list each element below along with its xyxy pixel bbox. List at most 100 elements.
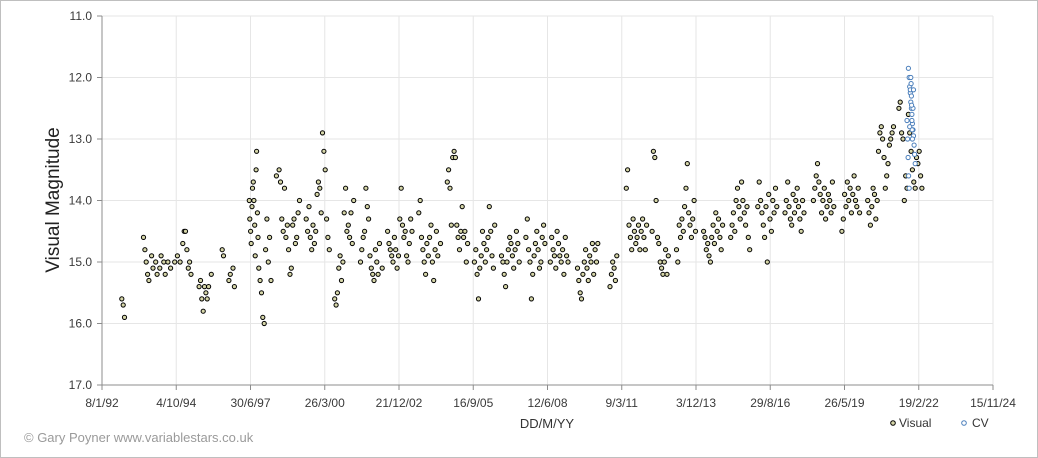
visual-point	[508, 240, 514, 247]
visual-point	[580, 271, 586, 277]
visual-point	[482, 259, 488, 265]
visual-point	[398, 185, 404, 191]
visual-point	[389, 253, 395, 259]
visual-point	[919, 185, 925, 191]
visual-point	[503, 284, 509, 290]
visual-point	[161, 259, 167, 265]
visual-point	[825, 191, 832, 197]
visual-point	[900, 136, 906, 142]
visual-point	[562, 234, 568, 240]
visual-point	[459, 204, 465, 210]
visual-point	[524, 216, 530, 222]
visual-point	[857, 210, 863, 216]
visual-point	[701, 228, 707, 234]
x-tick-label: 21/12/02	[376, 396, 423, 410]
visual-point	[873, 216, 879, 222]
visual-point	[418, 234, 425, 240]
visual-point	[484, 247, 490, 253]
y-tick-labels: 11.0 12.0 13.0 14.0 15.0 16.0 17.0	[69, 9, 93, 392]
visual-point	[633, 240, 639, 247]
visual-point	[732, 228, 738, 234]
visual-point	[385, 228, 391, 234]
visual-point	[359, 247, 365, 253]
visual-point	[288, 265, 294, 271]
visual-point	[249, 185, 256, 191]
visual-point	[292, 240, 298, 247]
visual-point	[683, 185, 689, 191]
visual-point	[684, 161, 690, 167]
x-tick-label: 3/12/13	[676, 396, 716, 410]
visual-point	[592, 247, 598, 253]
visual-point	[591, 271, 597, 277]
x-axis-title: DD/M/YY	[520, 416, 575, 431]
visual-point	[585, 277, 591, 284]
visual-point	[454, 222, 460, 228]
x-tick-label: 4/10/94	[156, 396, 196, 410]
visual-point	[711, 240, 718, 247]
visual-point	[294, 234, 300, 240]
x-tick-labels: 8/1/92 4/10/94 30/6/97 26/3/00 21/12/02 16/9/…	[85, 396, 1016, 410]
visual-point	[280, 228, 286, 234]
visual-point	[626, 222, 632, 228]
visual-point	[679, 216, 685, 222]
visual-point	[787, 216, 794, 222]
visual-point	[375, 271, 381, 277]
visual-point	[263, 247, 269, 253]
visual-point	[254, 210, 260, 216]
visual-point	[707, 259, 714, 265]
x-tick-label: 19/2/22	[899, 396, 939, 410]
visual-point	[261, 320, 267, 327]
visual-point	[770, 197, 776, 204]
visual-point	[322, 167, 328, 173]
visual-point	[311, 240, 317, 247]
visual-point	[584, 265, 590, 271]
visual-point	[869, 204, 875, 210]
visual-point	[287, 271, 293, 277]
visual-point	[630, 216, 636, 222]
visual-point	[656, 240, 662, 247]
visual-point	[252, 222, 258, 228]
visual-point	[557, 253, 563, 259]
visual-point	[283, 234, 289, 240]
visual-point	[485, 234, 491, 240]
visual-point	[180, 240, 186, 247]
visual-point	[526, 247, 532, 253]
visual-point	[254, 148, 260, 154]
visual-point	[550, 247, 556, 253]
visual-point	[747, 247, 753, 253]
visual-point	[423, 271, 429, 277]
visual-point	[531, 253, 537, 259]
visual-point	[279, 216, 285, 222]
visual-point	[908, 148, 914, 154]
cv-point	[911, 142, 917, 148]
visual-point	[867, 222, 874, 228]
visual-point	[463, 259, 469, 265]
visual-point	[532, 240, 539, 247]
visual-point	[536, 265, 543, 271]
visual-point	[756, 179, 762, 185]
legend-cv-label: CV	[972, 416, 989, 430]
visual-point	[421, 259, 427, 265]
visual-point	[504, 259, 510, 265]
visual-point	[431, 277, 437, 284]
visual-point	[817, 191, 823, 197]
visual-point	[248, 228, 254, 234]
visual-point	[828, 210, 834, 216]
visual-point	[227, 271, 233, 277]
visual-point	[654, 234, 661, 240]
visual-point	[256, 265, 262, 271]
visual-point	[451, 148, 457, 154]
visual-point	[844, 179, 850, 185]
visual-point	[715, 216, 722, 222]
visual-point	[793, 197, 799, 204]
visual-point	[635, 222, 642, 228]
visual-point	[819, 210, 825, 216]
visual-point	[553, 265, 559, 271]
visual-point	[762, 234, 768, 240]
y-tick-label: 12.0	[69, 71, 93, 85]
visual-point	[764, 259, 770, 265]
visual-point	[909, 167, 916, 173]
visual-point	[405, 259, 411, 265]
visual-point	[682, 204, 688, 210]
